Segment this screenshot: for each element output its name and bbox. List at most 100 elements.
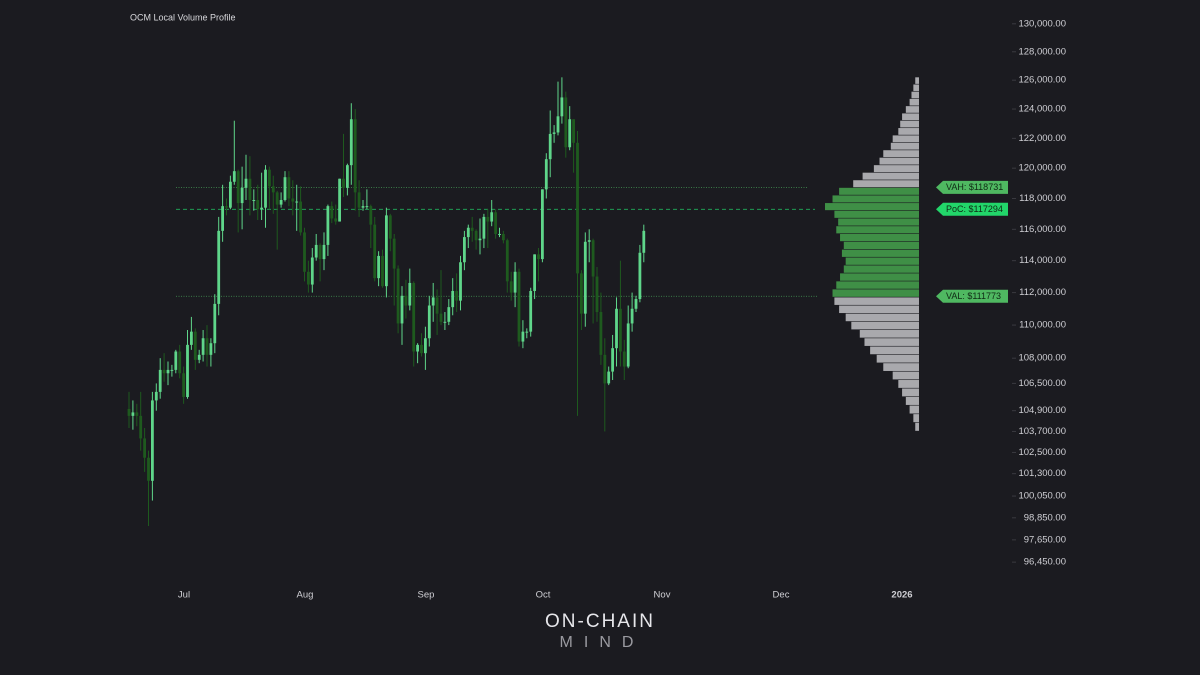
candle-body — [361, 206, 365, 208]
profile-bar — [864, 338, 919, 346]
profile-bar — [892, 371, 919, 380]
candle-body — [443, 321, 447, 323]
chart-title: OCM Local Volume Profile — [130, 12, 236, 22]
candle-body — [478, 238, 482, 241]
candle-body — [139, 415, 143, 439]
candle-body — [307, 271, 310, 285]
candle-body — [521, 331, 525, 342]
profile-bar — [915, 77, 919, 84]
candle-body — [213, 303, 217, 344]
y-tick-label: 97,650.00 — [1024, 534, 1066, 545]
profile-bar — [843, 241, 919, 250]
candle-body — [603, 354, 607, 384]
candle-body — [186, 344, 189, 397]
candle-body — [509, 281, 513, 293]
profile-bar — [841, 249, 919, 257]
candle-body — [381, 255, 384, 287]
candle-body — [279, 200, 283, 205]
profile-bar — [873, 165, 919, 173]
candle-body — [580, 273, 583, 314]
profile-bar — [909, 98, 919, 106]
y-tick-label: 96,450.00 — [1024, 557, 1066, 568]
candle-body — [197, 354, 201, 360]
candle-body — [622, 351, 626, 367]
candle-body — [544, 159, 548, 190]
candle-body — [466, 227, 470, 238]
candle-body — [193, 331, 197, 360]
candle-body — [377, 255, 380, 279]
candle-body — [638, 252, 642, 300]
candle-body — [299, 201, 302, 233]
candle-body — [634, 299, 638, 309]
candle-body — [162, 369, 166, 374]
candle-body — [502, 233, 505, 241]
x-tick-label: Dec — [773, 590, 790, 601]
candle-body — [529, 290, 533, 332]
candle-body — [248, 178, 252, 201]
x-tick-label: 2026 — [891, 590, 912, 601]
candle-body — [154, 391, 158, 401]
profile-bar — [838, 218, 919, 226]
profile-bar — [915, 422, 919, 431]
x-tick-label: Nov — [654, 590, 671, 601]
profile-bar — [898, 380, 919, 388]
candle-body — [151, 400, 154, 481]
candle-body — [533, 254, 536, 291]
candle-body — [232, 171, 236, 182]
y-tick-label: 106,500.00 — [1018, 378, 1066, 389]
candle-body — [404, 295, 408, 306]
candle-body — [178, 351, 182, 374]
y-tick-label: 100,050.00 — [1018, 491, 1066, 502]
candle-body — [236, 171, 240, 204]
candle-body — [576, 142, 579, 274]
profile-bar — [859, 330, 919, 338]
profile-bar — [845, 313, 919, 322]
candle-body — [564, 97, 568, 148]
candle-body — [326, 206, 330, 245]
y-tick-label: 104,900.00 — [1018, 405, 1066, 416]
candle-body — [357, 192, 361, 208]
profile-bar — [853, 180, 919, 188]
candle-body — [470, 227, 474, 231]
profile-bar — [909, 405, 919, 414]
profile-bar — [898, 128, 919, 135]
candle-body — [268, 169, 271, 187]
candle-body — [490, 212, 494, 222]
candle-body — [626, 323, 630, 367]
candle-body — [318, 244, 322, 260]
candle-body — [182, 373, 185, 397]
candle-body — [611, 348, 614, 372]
brand-line1: ON-CHAIN — [545, 611, 655, 632]
profile-bar — [905, 396, 919, 405]
candle-body — [420, 344, 423, 354]
candle-body — [385, 215, 388, 287]
profile-bar — [834, 210, 919, 218]
candle-body — [486, 216, 490, 222]
candle-body — [271, 186, 275, 193]
profile-bar — [851, 321, 919, 330]
candle-body — [607, 371, 611, 384]
candle-body — [447, 307, 451, 322]
candle-body — [158, 369, 162, 392]
candle-body — [459, 262, 462, 301]
profile-bar — [836, 226, 919, 234]
profile-bar — [839, 187, 919, 195]
candle-body — [439, 313, 443, 322]
candle-body — [412, 282, 416, 352]
profile-bar — [839, 305, 919, 314]
profile-bar — [900, 120, 919, 128]
profile-bar — [832, 195, 919, 203]
y-tick-label: 103,700.00 — [1018, 426, 1066, 437]
candle-body — [556, 116, 560, 133]
profile-bar — [845, 257, 919, 265]
candle-body — [451, 290, 455, 308]
candle-body — [517, 271, 521, 342]
x-tick-label: Jul — [178, 590, 190, 601]
candle-body — [572, 119, 575, 143]
candle-body — [229, 181, 232, 208]
candle-body — [338, 178, 341, 222]
candle-body — [630, 308, 634, 324]
candle-body — [583, 241, 587, 314]
profile-bar — [890, 142, 919, 150]
candle-body — [455, 290, 458, 301]
